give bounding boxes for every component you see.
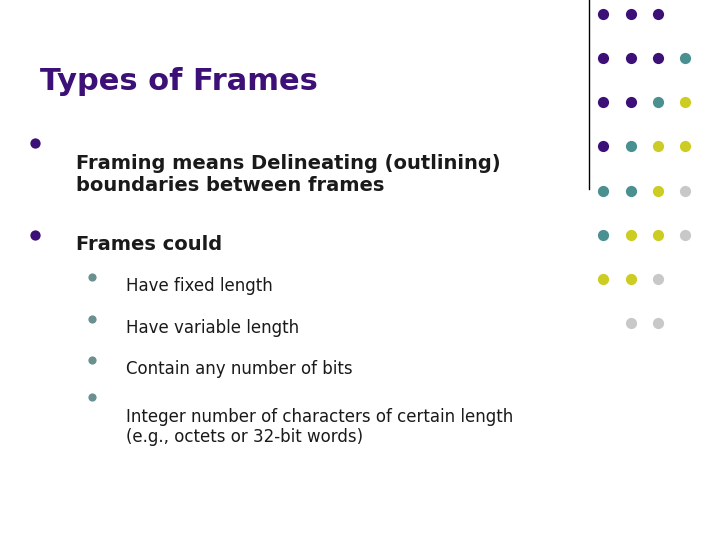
Point (598, 142, 609, 151)
Point (625, 142, 636, 151)
Point (652, 319, 664, 328)
Point (598, 9, 609, 18)
Point (598, 186, 609, 195)
Point (598, 231, 609, 239)
Point (625, 98, 636, 106)
Point (652, 231, 664, 239)
Text: Integer number of characters of certain length
(e.g., octets or 32-bit words): Integer number of characters of certain … (126, 408, 513, 447)
Point (86, 356, 98, 364)
Text: Types of Frames: Types of Frames (40, 68, 318, 97)
Point (680, 53, 691, 62)
Point (625, 319, 636, 328)
Point (29, 231, 40, 239)
Point (680, 186, 691, 195)
Point (680, 231, 691, 239)
Point (86, 273, 98, 281)
Point (598, 275, 609, 284)
Point (86, 314, 98, 323)
Point (625, 275, 636, 284)
Point (29, 139, 40, 147)
Text: Have variable length: Have variable length (126, 319, 299, 336)
Point (652, 186, 664, 195)
Point (598, 53, 609, 62)
Point (652, 275, 664, 284)
Text: Frames could: Frames could (76, 235, 222, 254)
Text: Framing means Delineating (outlining)
boundaries between frames: Framing means Delineating (outlining) bo… (76, 154, 500, 195)
Point (652, 142, 664, 151)
Point (625, 9, 636, 18)
Point (652, 53, 664, 62)
Point (625, 53, 636, 62)
Text: Contain any number of bits: Contain any number of bits (126, 360, 353, 378)
Text: Have fixed length: Have fixed length (126, 277, 273, 295)
Point (652, 98, 664, 106)
Point (625, 231, 636, 239)
Point (680, 142, 691, 151)
Point (625, 186, 636, 195)
Point (680, 98, 691, 106)
Point (652, 9, 664, 18)
Point (598, 98, 609, 106)
Point (86, 393, 98, 401)
